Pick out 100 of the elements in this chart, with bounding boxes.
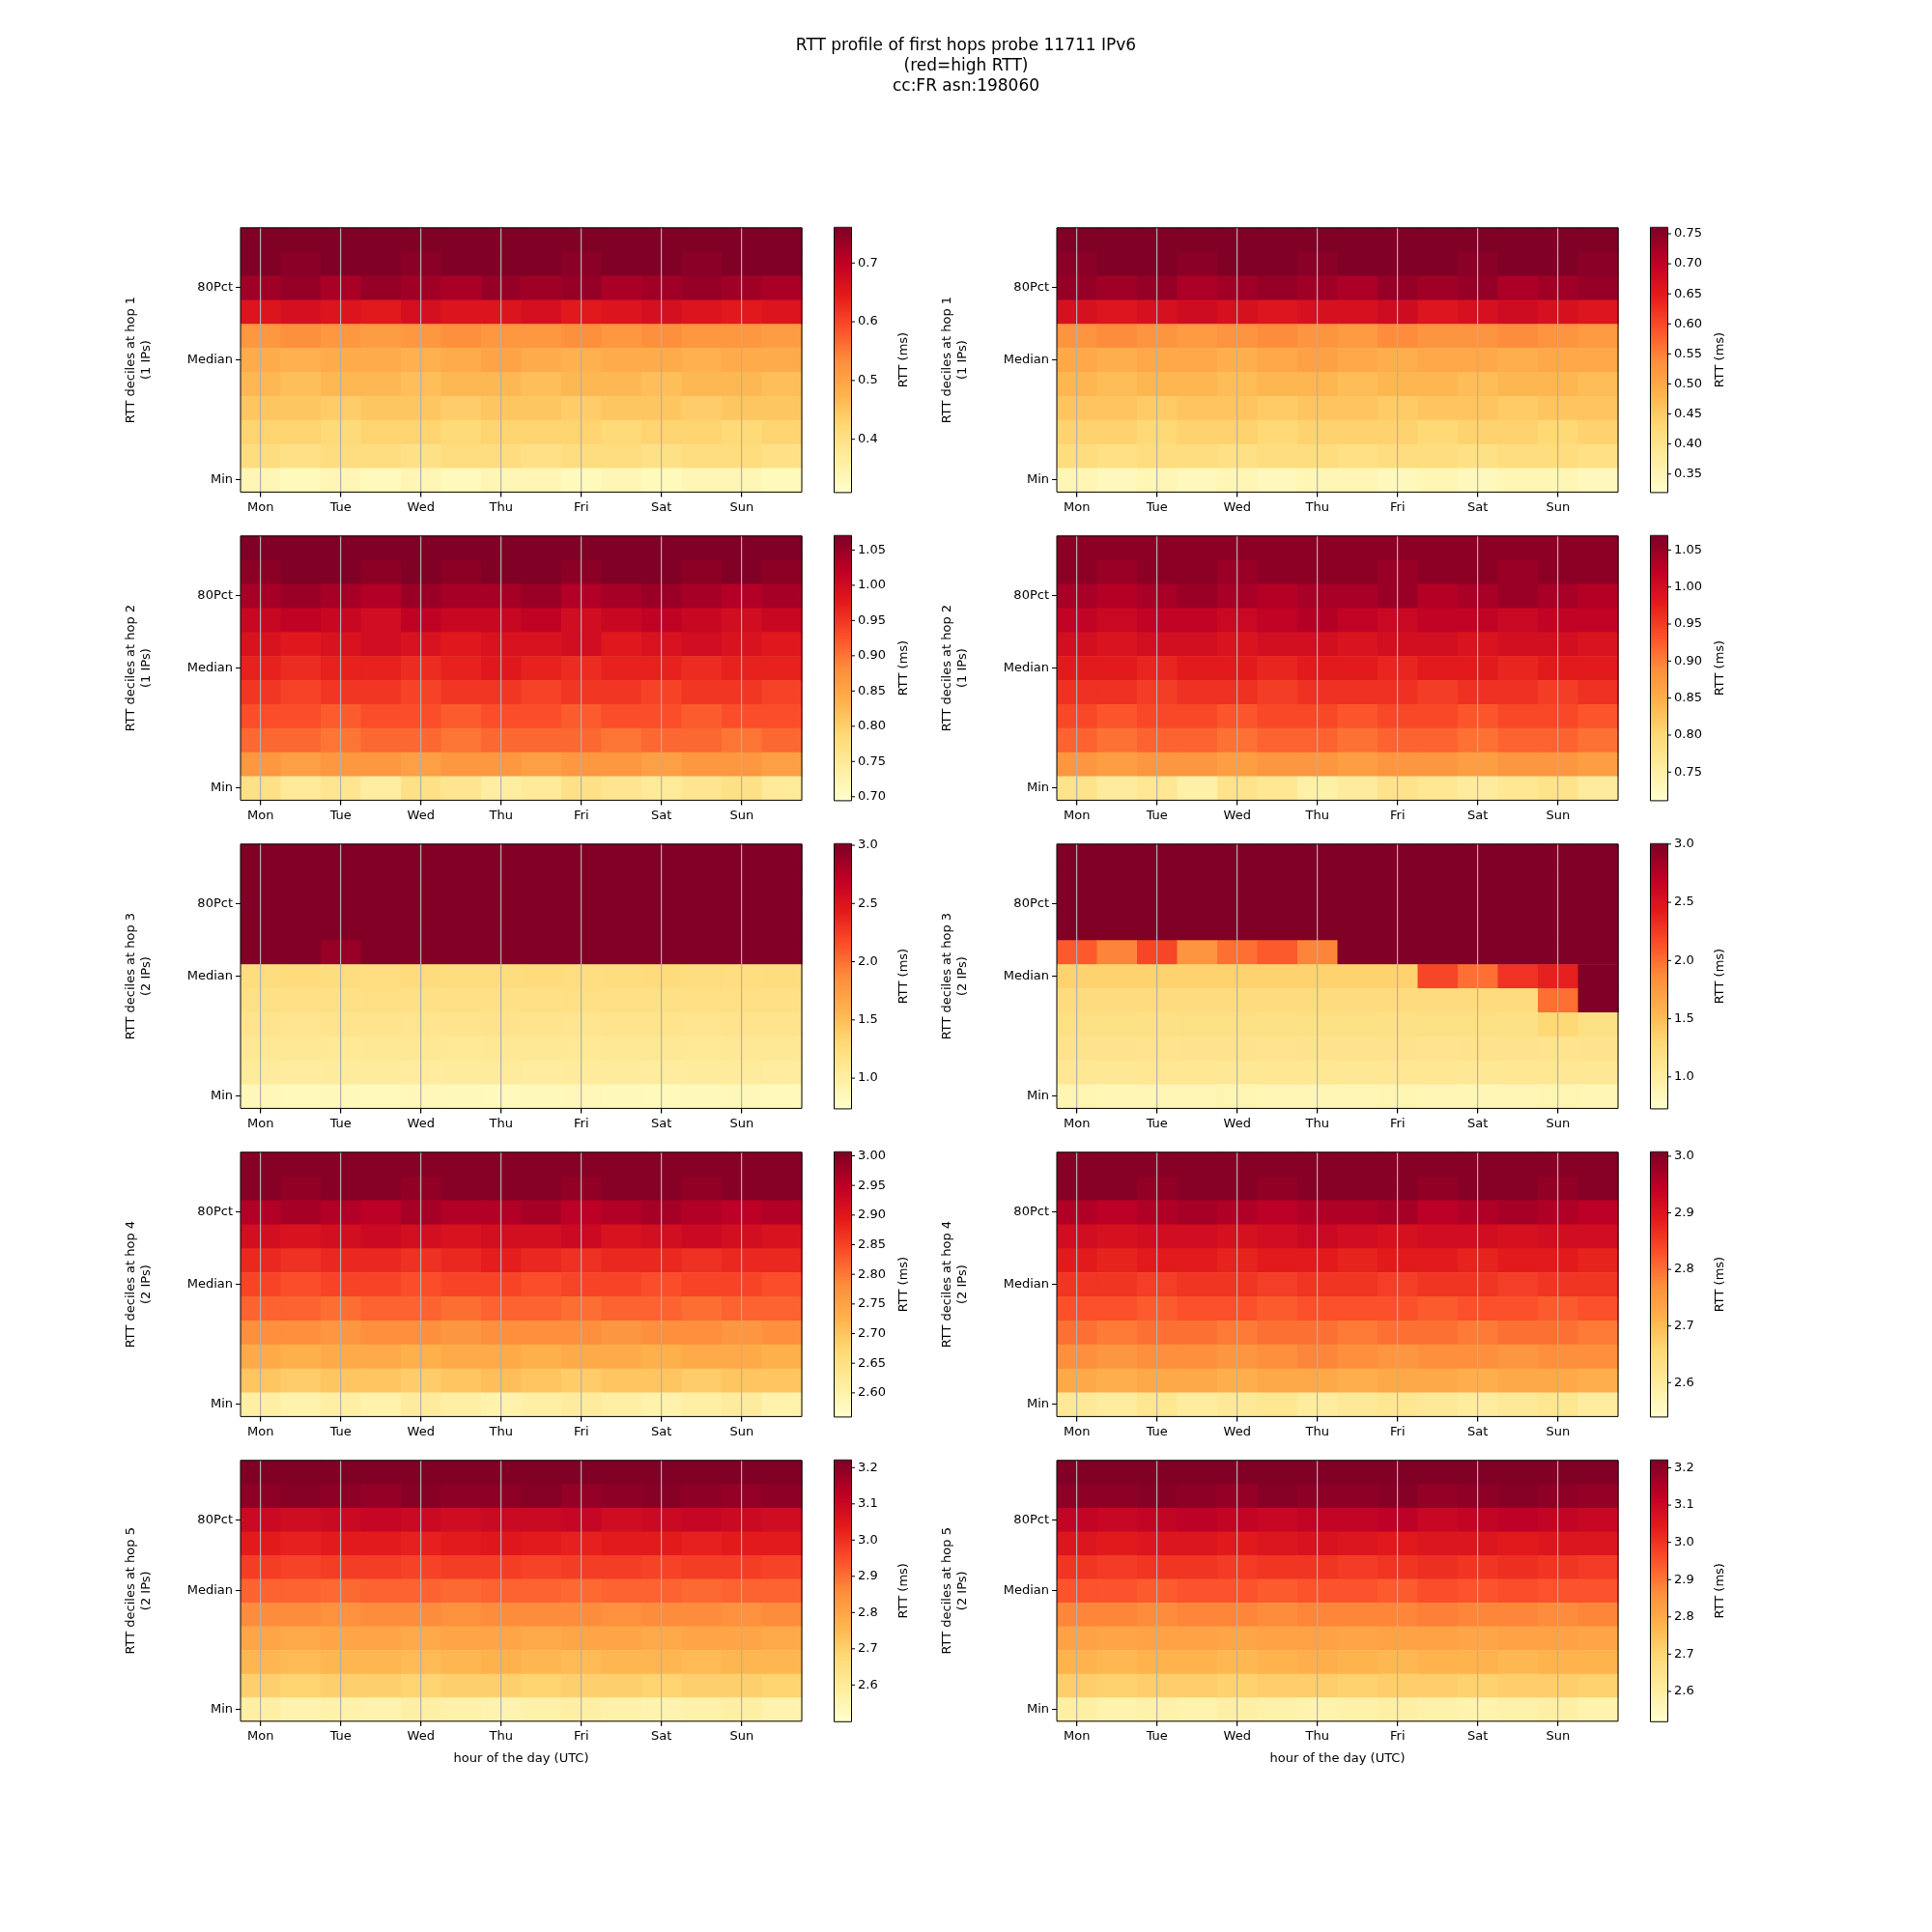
y-tick-label: Median <box>186 351 233 366</box>
color-bar-label: 2.8 <box>1674 1608 1694 1624</box>
x-tick-label: Thu <box>1304 1423 1329 1438</box>
color-bar-label: 2.60 <box>858 1384 886 1400</box>
x-tick-label: Sat <box>1467 1115 1489 1130</box>
y-tick-label: Median <box>1003 1582 1049 1598</box>
x-tick-label: Fri <box>574 1423 589 1438</box>
y-tick-label: Min <box>1026 1700 1049 1716</box>
color-bar-label: 1.0 <box>1674 1068 1694 1084</box>
x-axis-title: hour of the day (UTC) <box>1269 1749 1406 1765</box>
color-bar-label: 2.5 <box>1674 894 1694 909</box>
x-tick-label: Wed <box>1223 1727 1251 1743</box>
x-tick-label: Sat <box>1467 1423 1489 1438</box>
y-tick-label: Min <box>210 1088 233 1103</box>
color-bar-label: 1.5 <box>858 1011 878 1027</box>
y-tick-label: 80Pct <box>197 587 233 603</box>
color-bar-label: 0.65 <box>1674 285 1702 300</box>
color-bar-label: 1.00 <box>1674 579 1702 594</box>
y-axis-title: RTT deciles at hop 2 (1 IPs) <box>939 604 969 732</box>
x-tick-label: Sat <box>1467 498 1489 514</box>
color-bar-title: RTT (ms) <box>895 331 911 388</box>
x-tick-label: Thu <box>488 498 513 514</box>
x-tick-label: Thu <box>1304 1115 1329 1130</box>
color-bar-label: 2.6 <box>1674 1683 1694 1698</box>
y-tick-label: Min <box>210 1700 233 1716</box>
color-bar-label: 2.7 <box>1674 1318 1694 1333</box>
x-tick-label: Sun <box>729 1115 754 1130</box>
x-tick-label: Tue <box>1145 1115 1168 1130</box>
x-axis-title: hour of the day (UTC) <box>453 1749 589 1765</box>
y-tick-label: Min <box>1026 780 1049 795</box>
x-tick-label: Thu <box>488 1727 513 1743</box>
x-tick-label: Wed <box>407 498 435 514</box>
x-tick-label: Mon <box>1064 1423 1091 1438</box>
color-bar-label: 2.80 <box>858 1265 886 1281</box>
x-tick-label: Sat <box>1467 1727 1489 1743</box>
x-tick-label: Mon <box>247 1115 274 1130</box>
color-bar-label: 2.7 <box>858 1640 878 1656</box>
x-tick-label: Fri <box>1390 498 1406 514</box>
color-bar-label: 2.6 <box>1674 1374 1694 1389</box>
x-tick-label: Tue <box>328 1115 352 1130</box>
y-axis-title: RTT deciles at hop 4 (2 IPs) <box>939 1220 969 1349</box>
x-tick-label: Thu <box>1304 498 1329 514</box>
y-tick-label: Median <box>186 1582 233 1598</box>
color-bar-label: 3.0 <box>1674 1148 1694 1163</box>
x-tick-label: Tue <box>1145 1727 1168 1743</box>
color-bar-label: 2.85 <box>858 1236 886 1251</box>
y-tick-label: Median <box>1003 1275 1049 1291</box>
x-tick-label: Fri <box>574 1727 589 1743</box>
y-axis-title: RTT deciles at hop 3 (2 IPs) <box>123 912 153 1040</box>
x-tick-label: Sun <box>1546 1727 1571 1743</box>
y-tick-label: Min <box>1026 1396 1049 1411</box>
color-bar-label: 0.60 <box>1674 315 1702 330</box>
y-tick-label: 80Pct <box>1013 1204 1049 1219</box>
color-bar-label: 2.9 <box>858 1568 878 1583</box>
color-bar-label: 3.2 <box>1674 1459 1694 1474</box>
x-tick-label: Mon <box>1064 807 1091 822</box>
y-tick-label: Median <box>186 967 233 982</box>
y-tick-label: Median <box>186 659 233 674</box>
color-bar-label: 0.35 <box>1674 466 1702 481</box>
x-tick-label: Sat <box>651 1115 672 1130</box>
y-axis-title: RTT deciles at hop 3 (2 IPs) <box>939 912 969 1040</box>
x-tick-label: Sun <box>1546 498 1571 514</box>
x-tick-label: Mon <box>247 1727 274 1743</box>
color-bar-label: 0.85 <box>858 682 886 697</box>
color-bar-title: RTT (ms) <box>895 1256 911 1313</box>
x-tick-label: Fri <box>574 1115 589 1130</box>
color-bar-label: 3.1 <box>858 1495 878 1511</box>
color-bar-label: 1.05 <box>858 541 886 556</box>
color-bar-label: 2.75 <box>858 1295 886 1311</box>
color-bar-label: 0.5 <box>858 372 878 387</box>
text: RTT profile of first hops probe 11711 IPv6 (red=high RTT) cc:FR asn:198060 <box>794 35 1138 96</box>
color-bar-label: 0.75 <box>1674 225 1702 241</box>
x-tick-label: Sun <box>729 807 754 822</box>
color-bar-label: 0.80 <box>858 718 886 733</box>
color-bar-title: RTT (ms) <box>1712 1563 1727 1619</box>
color-bar-title: RTT (ms) <box>895 639 911 696</box>
y-axis-title: RTT deciles at hop 1 (1 IPs) <box>123 296 153 424</box>
x-tick-label: Tue <box>328 1727 352 1743</box>
x-tick-label: Tue <box>328 1423 352 1438</box>
x-tick-label: Sat <box>651 1423 672 1438</box>
y-tick-label: 80Pct <box>197 1511 233 1526</box>
color-bar-label: 0.75 <box>858 753 886 768</box>
color-bar-label: 2.0 <box>858 952 878 968</box>
x-tick-label: Sun <box>1546 1423 1571 1438</box>
color-bar-label: 0.40 <box>1674 436 1702 451</box>
color-bar-label: 0.7 <box>858 254 878 270</box>
color-bar-label: 2.7 <box>1674 1645 1694 1661</box>
x-tick-label: Wed <box>407 1423 435 1438</box>
color-bar-label: 3.1 <box>1674 1496 1694 1512</box>
color-bar-label: 2.6 <box>858 1676 878 1691</box>
x-tick-label: Fri <box>1390 1115 1406 1130</box>
y-axis-title: RTT deciles at hop 2 (1 IPs) <box>123 604 153 732</box>
color-bar-title: RTT (ms) <box>895 948 911 1005</box>
y-axis-title: RTT deciles at hop 5 (2 IPs) <box>123 1527 153 1655</box>
y-tick-label: Min <box>210 471 233 487</box>
x-tick-label: Thu <box>1304 807 1329 822</box>
color-bar-label: 2.8 <box>858 1604 878 1619</box>
color-bar-label: 3.2 <box>858 1459 878 1474</box>
color-bar-label: 0.55 <box>1674 345 1702 360</box>
x-tick-label: Mon <box>247 1423 274 1438</box>
